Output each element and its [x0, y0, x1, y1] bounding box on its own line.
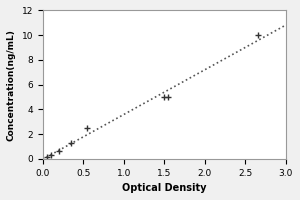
- Y-axis label: Concentration(ng/mL): Concentration(ng/mL): [7, 29, 16, 141]
- X-axis label: Optical Density: Optical Density: [122, 183, 206, 193]
